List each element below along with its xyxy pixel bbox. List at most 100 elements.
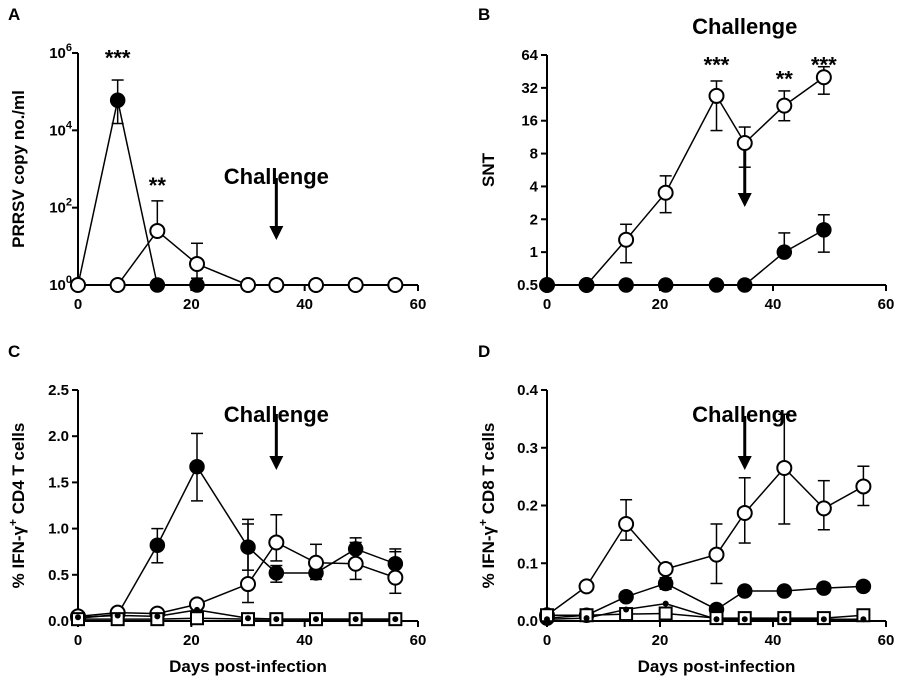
data-point-open-square (190, 611, 204, 626)
data-point-filled-circle (618, 588, 634, 605)
data-point-open-circle (308, 277, 324, 293)
y-tick-label: 0.2 (517, 498, 538, 515)
y-tick-label: 0.1 (517, 555, 538, 572)
data-point-open-circle (708, 546, 725, 563)
x-tick-label: 20 (183, 296, 200, 313)
x-tick-label: 20 (652, 296, 669, 313)
data-point-open-circle (240, 277, 256, 293)
data-point-open-circle (268, 534, 285, 551)
data-point-filled-circle (387, 555, 404, 572)
y-tick-label: 2.0 (48, 428, 69, 445)
data-point-small-filled-circle (781, 616, 788, 623)
challenge-label: Challenge (692, 14, 797, 39)
x-tick-label: 60 (410, 632, 427, 649)
data-point-open-square (658, 606, 673, 621)
x-tick-label: 40 (765, 632, 782, 649)
data-point-filled-circle (737, 583, 753, 599)
data-point-open-circle (855, 478, 872, 495)
y-axis-title-suffix: CD8 T cells (479, 423, 498, 519)
data-point-open-circle (189, 255, 205, 272)
tick-exponent: 4 (66, 119, 73, 131)
data-point-open-circle (70, 277, 86, 293)
tick-base: 10 (49, 122, 66, 139)
series-line-open-circle (78, 229, 396, 286)
data-point-filled-circle (708, 277, 725, 293)
y-axis-title-suffix: CD4 T cells (9, 423, 28, 519)
panel-letter: D (478, 342, 490, 361)
challenge-arrow-head (737, 456, 752, 470)
significance-label: *** (105, 46, 131, 71)
y-tick-label: 32 (521, 80, 538, 97)
data-point-open-circle (815, 500, 832, 517)
data-point-small-filled-circle (313, 616, 319, 623)
panel-d: D 0 20 40 60 0.0 0.1 0.2 0.3 0.4 % IFN-γ+ CD8 T ce… (476, 342, 894, 676)
data-point-filled-circle (737, 277, 753, 293)
data-point-small-filled-circle (662, 600, 669, 607)
data-point-small-filled-circle (713, 616, 720, 623)
data-point-filled-circle (240, 539, 256, 555)
data-point-small-filled-circle (820, 616, 827, 623)
y-axis-title-sup: + (476, 519, 490, 526)
y-tick-label: 8 (530, 146, 538, 163)
y-tick-label: 4 (530, 178, 539, 195)
data-point-filled-circle (347, 541, 364, 557)
data-point-filled-circle (618, 277, 634, 293)
data-point-open-circle (657, 561, 674, 578)
tick-base: 10 (49, 200, 66, 217)
x-tick-label: 0 (74, 296, 82, 313)
panel-letter: A (8, 5, 20, 24)
data-point-open-circle (347, 555, 364, 572)
y-tick-label: 16 (521, 113, 538, 130)
data-point-filled-circle (657, 575, 674, 592)
data-point-open-circle (347, 277, 364, 293)
data-point-open-circle (776, 97, 793, 114)
x-tick-label: 60 (878, 296, 895, 313)
x-tick-label: 60 (878, 632, 895, 649)
data-point-open-circle (308, 554, 324, 571)
y-axis-title: SNT (479, 152, 498, 187)
series-line-filled-circle (546, 582, 864, 619)
tick-base: 10 (49, 277, 66, 294)
data-point-filled-circle (149, 277, 166, 293)
series-line-small-filled-circle (77, 609, 396, 620)
x-axis-title: Days post-infection (638, 657, 796, 676)
data-point-open-circle (736, 134, 753, 151)
data-point-filled-circle (816, 580, 832, 596)
data-point-open-circle (240, 576, 256, 593)
data-point-filled-circle (816, 222, 832, 238)
data-point-small-filled-circle (273, 616, 280, 623)
data-point-small-filled-circle (245, 615, 251, 622)
panel-letter: B (478, 5, 490, 24)
x-tick-label: 0 (543, 296, 551, 313)
challenge-arrow-head (269, 226, 284, 240)
y-tick-label: 1 (530, 244, 538, 261)
data-point-small-filled-circle (154, 613, 161, 620)
series-line-filled-circle (77, 465, 396, 619)
data-point-small-filled-circle (75, 614, 81, 621)
x-tick-label: 40 (296, 632, 313, 649)
series-line-open-circle (547, 76, 825, 286)
y-tick-label: 1.5 (48, 474, 69, 491)
x-tick-label: 40 (765, 296, 782, 313)
significance-label: ** (776, 66, 794, 91)
series-line-open-circle (546, 466, 864, 616)
data-point-small-filled-circle (741, 616, 748, 623)
data-point-open-circle (657, 184, 674, 201)
data-point-small-filled-circle (352, 616, 359, 623)
significance-label: ** (149, 173, 167, 198)
data-point-filled-circle (189, 277, 205, 293)
y-tick-label: 102 (49, 197, 72, 217)
x-tick-label: 40 (296, 296, 313, 313)
data-point-filled-circle (657, 277, 674, 293)
data-point-open-circle (618, 515, 635, 532)
y-tick-label: 0.0 (517, 613, 538, 630)
y-axis-title-sup: + (6, 519, 20, 526)
panel-b: B0 20 40 600.51248163264SNTChallenge*******… (478, 5, 894, 313)
y-axis-title: % IFN-γ+ CD4 T cells (6, 423, 28, 589)
y-tick-label: 0.3 (517, 440, 538, 457)
data-point-open-circle (268, 277, 285, 293)
y-tick-label: 2 (530, 211, 538, 228)
data-point-small-filled-circle (392, 616, 399, 623)
